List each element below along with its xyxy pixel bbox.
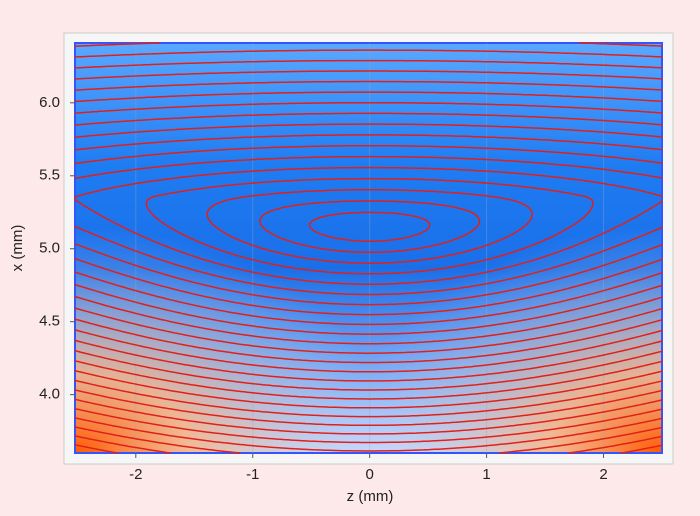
x-tick-label: 2 bbox=[599, 466, 607, 483]
y-tick-label: 5.5 bbox=[39, 167, 60, 184]
plot-border bbox=[74, 42, 663, 454]
contour-lines bbox=[74, 42, 663, 454]
x-axis-label: z (mm) bbox=[347, 488, 394, 505]
x-tick-label: -1 bbox=[246, 466, 259, 483]
x-tick-label: -2 bbox=[129, 466, 142, 483]
y-tick-label: 5.0 bbox=[39, 240, 60, 257]
x-tick-label: 1 bbox=[482, 466, 490, 483]
x-tick-label: 0 bbox=[365, 466, 373, 483]
y-tick-label: 6.0 bbox=[39, 94, 60, 111]
field-corner bbox=[75, 43, 662, 453]
y-tick-label: 4.5 bbox=[39, 313, 60, 330]
y-axis-label: x (mm) bbox=[9, 225, 26, 272]
y-tick-label: 4.0 bbox=[39, 386, 60, 403]
plot-area bbox=[74, 42, 663, 454]
